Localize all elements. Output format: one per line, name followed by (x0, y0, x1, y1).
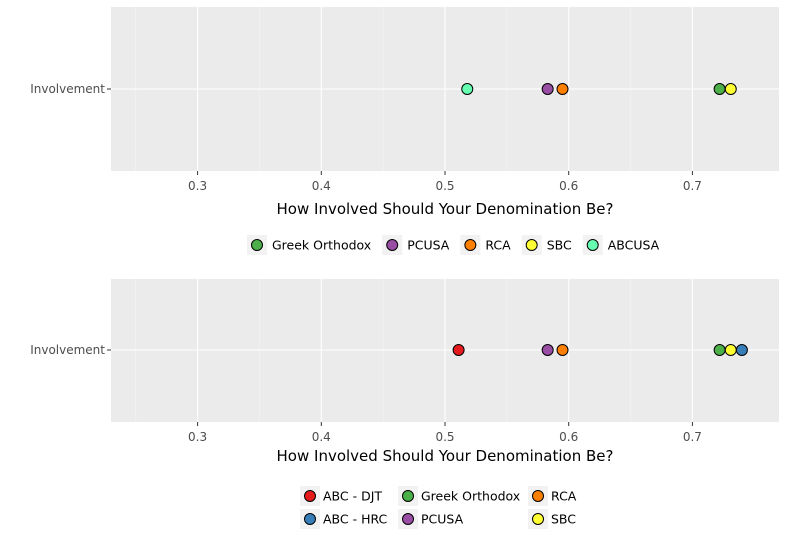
legend-label: SBC (547, 238, 572, 253)
legend: ABC - DJT ABC - HRC Greek Orthodox PCUSA RCA… (300, 486, 577, 529)
legend-label: PCUSA (407, 238, 450, 253)
point-pcusa (541, 83, 554, 95)
point-greek-orthodox (713, 344, 726, 356)
x-tick-label: 0.5 (435, 179, 454, 193)
legend-swatch-abc-djt (304, 490, 316, 502)
legend-swatch-greek-orthodox (251, 239, 263, 251)
point-greek-orthodox (713, 83, 726, 95)
x-tick-label: 0.7 (683, 430, 702, 444)
point-pcusa (541, 344, 554, 356)
x-tick-label: 0.4 (312, 430, 331, 444)
x-tick-label: 0.6 (559, 179, 578, 193)
x-axis-title: How Involved Should Your Denomination Be… (277, 447, 614, 465)
point-sbc (724, 83, 737, 95)
legend-label: ABC - HRC (323, 512, 388, 527)
x-tick-label: 0.7 (683, 179, 702, 193)
legend-swatch-sbc (532, 513, 544, 525)
legend-swatch-greek-orthodox (402, 490, 414, 502)
legend-label: Greek Orthodox (272, 238, 371, 253)
chart-2: Involvement 0.3 0.4 0.5 0.6 0.7 How Involved S… (30, 279, 779, 529)
x-tick-label: 0.3 (188, 430, 207, 444)
legend-swatch-rca (464, 239, 477, 251)
legend-label: RCA (485, 238, 511, 253)
legend-swatch-pcusa (386, 239, 399, 251)
legend-swatch-sbc (525, 239, 538, 251)
legend-label: RCA (551, 489, 577, 504)
legend-label: ABC - DJT (323, 489, 382, 504)
legend-label: PCUSA (421, 512, 464, 527)
point-rca (556, 344, 569, 356)
legend-label: Greek Orthodox (421, 489, 520, 504)
point-rca (556, 83, 569, 95)
y-tick-label: Involvement (30, 82, 105, 96)
legend-label: SBC (551, 512, 576, 527)
legend-swatch-rca (532, 490, 544, 502)
point-abc-hrc (735, 344, 748, 356)
x-axis-title: How Involved Should Your Denomination Be… (277, 200, 614, 218)
point-abc-djt (452, 344, 465, 356)
y-tick-label: Involvement (30, 343, 105, 357)
x-tick-label: 0.3 (188, 179, 207, 193)
legend-label: ABCUSA (608, 238, 660, 253)
legend-swatch-pcusa (402, 513, 414, 525)
legend: Greek Orthodox PCUSA RCA SBC ABCUSA (247, 235, 660, 255)
legend-swatch-abc-hrc (304, 513, 316, 525)
x-tick-label: 0.4 (312, 179, 331, 193)
x-tick-label: 0.6 (559, 430, 578, 444)
chart-1: Involvement 0.3 0.4 0.5 0.6 0.7 How Involved S… (30, 7, 779, 255)
x-tick-label: 0.5 (435, 430, 454, 444)
point-abcusa (461, 83, 474, 95)
legend-swatch-abcusa (586, 239, 599, 251)
point-sbc (724, 344, 737, 356)
